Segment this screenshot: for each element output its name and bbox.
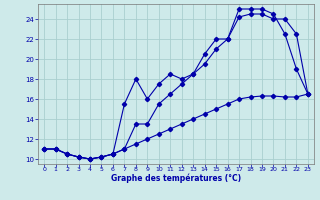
X-axis label: Graphe des températures (°C): Graphe des températures (°C) [111, 174, 241, 183]
